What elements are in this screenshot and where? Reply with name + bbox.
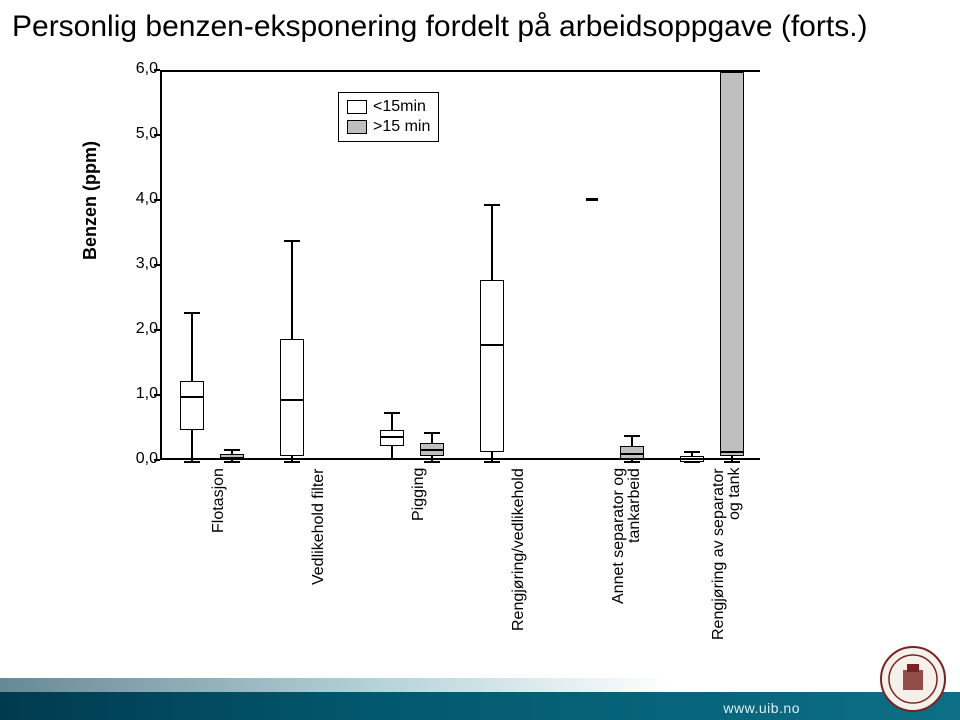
whisker-cap	[184, 461, 200, 463]
x-tick-label: Pigging	[410, 468, 449, 521]
median-line	[480, 344, 504, 346]
whisker-cap	[184, 312, 200, 314]
whisker-cap	[624, 435, 640, 437]
university-logo	[878, 644, 948, 714]
x-tick-label: tankarbeid	[626, 468, 643, 543]
y-tick-mark	[154, 134, 160, 136]
legend: <15min>15 min	[338, 92, 439, 142]
whisker-cap	[684, 461, 700, 463]
whisker-cap	[684, 451, 700, 453]
median-line	[680, 458, 704, 460]
whisker	[431, 433, 433, 443]
whisker	[391, 413, 393, 429]
boxplot-chart: Benzen (ppm) 0,01,02,03,04,05,06,0 Flota…	[80, 60, 780, 560]
y-tick-mark	[154, 264, 160, 266]
median-line	[180, 396, 204, 398]
whisker	[191, 313, 193, 381]
legend-swatch	[347, 100, 367, 114]
y-tick-mark	[154, 329, 160, 331]
whisker-cap	[424, 461, 440, 463]
whisker	[191, 430, 193, 463]
box	[480, 280, 504, 452]
x-tick-label: og tank	[726, 468, 766, 520]
outlier-marker	[586, 198, 598, 201]
median-line	[420, 449, 444, 451]
whisker-cap	[224, 449, 240, 451]
x-tick-label: Flotasjon	[210, 468, 237, 533]
median-line	[280, 399, 304, 401]
whisker-cap	[424, 432, 440, 434]
whisker-cap	[224, 461, 240, 463]
median-line	[380, 436, 404, 438]
box	[720, 72, 744, 456]
whisker-cap	[484, 204, 500, 206]
whisker-cap	[724, 71, 740, 73]
box	[180, 381, 204, 430]
legend-item: <15min	[347, 97, 430, 117]
whisker-cap	[484, 461, 500, 463]
median-line	[620, 453, 644, 455]
whisker-cap	[384, 458, 400, 460]
whisker	[631, 436, 633, 446]
y-axis-label: Benzen (ppm)	[80, 141, 101, 260]
footer-bar: www.uib.no	[0, 692, 960, 720]
whisker-cap	[624, 461, 640, 463]
whisker	[291, 241, 293, 339]
y-tick-mark	[154, 69, 160, 71]
whisker-cap	[284, 240, 300, 242]
whisker-cap	[724, 461, 740, 463]
median-line	[220, 457, 244, 459]
whisker-cap	[284, 461, 300, 463]
y-tick-mark	[154, 459, 160, 461]
legend-swatch	[347, 120, 367, 134]
legend-item: >15 min	[347, 117, 430, 137]
y-tick-mark	[154, 394, 160, 396]
slide-title: Personlig benzen-eksponering fordelt på …	[12, 10, 868, 44]
whisker-cap	[384, 412, 400, 414]
y-tick-mark	[154, 199, 160, 201]
footer-url: www.uib.no	[723, 700, 800, 716]
legend-label: >15 min	[373, 117, 430, 137]
median-line	[720, 451, 744, 453]
plot-area	[160, 70, 760, 460]
whisker	[491, 205, 493, 280]
box	[280, 339, 304, 456]
legend-label: <15min	[373, 97, 426, 117]
